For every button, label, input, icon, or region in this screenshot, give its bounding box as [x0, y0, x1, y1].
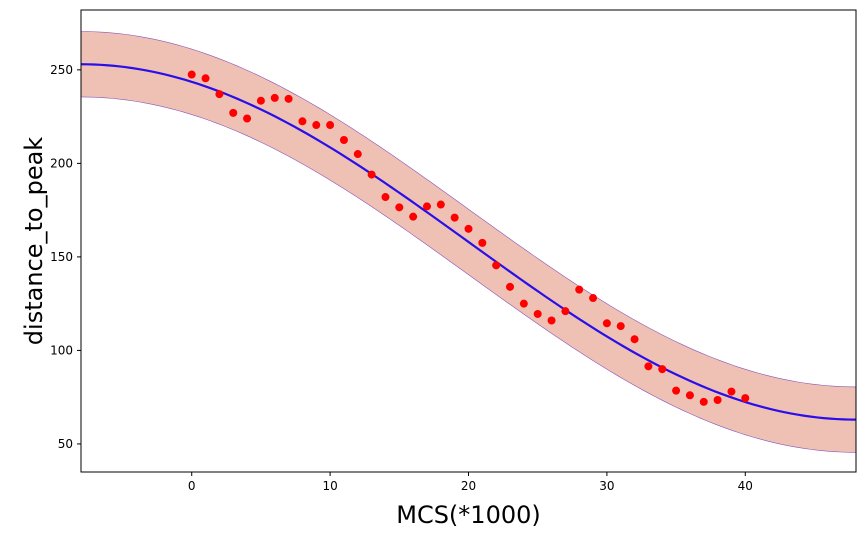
data-point — [630, 335, 639, 344]
data-point — [464, 224, 473, 233]
data-point — [326, 121, 335, 130]
data-point — [339, 135, 348, 144]
data-point — [381, 193, 390, 202]
data-point — [727, 387, 736, 396]
x-tick-label: 0 — [188, 479, 196, 493]
data-point — [353, 150, 362, 159]
data-point — [229, 108, 238, 117]
data-point — [713, 395, 722, 404]
y-tick-label: 50 — [58, 437, 73, 451]
data-point — [422, 202, 431, 211]
data-point — [298, 117, 307, 126]
data-point — [312, 121, 321, 130]
y-tick-label: 200 — [50, 156, 73, 170]
data-point — [589, 294, 598, 303]
data-point — [561, 307, 570, 316]
data-point — [533, 309, 542, 318]
data-point — [284, 94, 293, 103]
data-point — [644, 362, 653, 371]
data-point — [436, 200, 445, 209]
x-axis-title: MCS(*1000) — [396, 501, 541, 529]
data-point — [616, 322, 625, 331]
y-tick-label: 250 — [50, 63, 73, 77]
data-point — [478, 238, 487, 247]
data-point — [492, 261, 501, 270]
data-point — [187, 70, 196, 79]
x-tick-label: 30 — [599, 479, 614, 493]
fit-curve — [80, 63, 857, 421]
data-point — [201, 74, 210, 83]
band-upper-edge — [80, 31, 857, 388]
data-point — [519, 299, 528, 308]
y-axis: 50 100 150 200 250 — [50, 63, 81, 451]
y-tick-label: 100 — [50, 343, 73, 357]
band-lower-edge — [80, 96, 857, 453]
data-point — [672, 386, 681, 395]
data-point — [409, 212, 418, 221]
data-point — [699, 397, 708, 406]
x-tick-label: 10 — [322, 479, 337, 493]
data-point — [367, 170, 376, 179]
data-point — [575, 285, 584, 294]
data-point — [450, 213, 459, 222]
y-tick-label: 150 — [50, 250, 73, 264]
data-point — [685, 391, 694, 400]
data-point — [547, 316, 556, 325]
data-point — [741, 394, 750, 403]
fit-line — [80, 63, 857, 421]
x-tick-label: 20 — [461, 479, 476, 493]
y-axis-title: distance_to_peak — [20, 137, 48, 345]
x-tick-label: 40 — [738, 479, 753, 493]
data-point — [602, 319, 611, 328]
data-point — [395, 203, 404, 212]
data-point — [215, 90, 224, 99]
data-point — [256, 96, 265, 105]
x-axis: 0 10 20 30 40 — [188, 472, 753, 493]
data-points — [187, 70, 750, 406]
data-point — [506, 282, 515, 291]
data-point — [270, 93, 279, 102]
data-point — [243, 114, 252, 123]
data-point — [658, 365, 667, 374]
